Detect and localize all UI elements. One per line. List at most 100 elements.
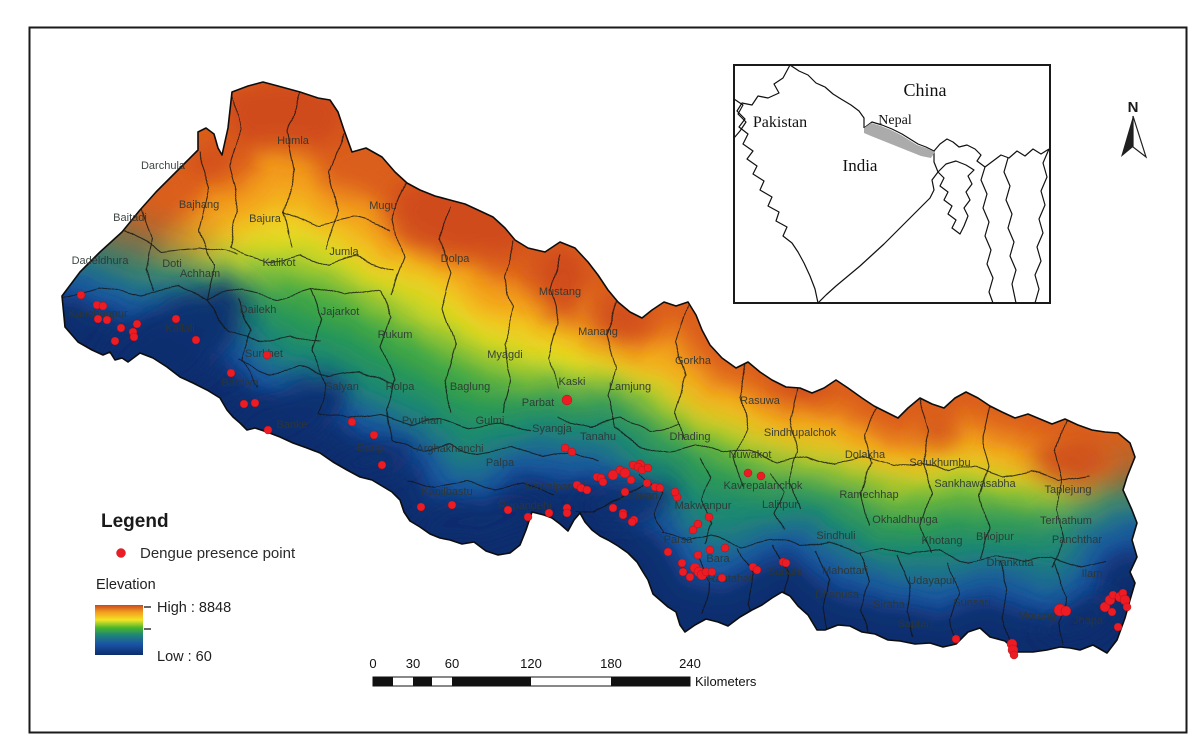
district-label-siraha: Siraha [873,599,906,611]
district-label-sarlahi: Sarlahi [768,566,802,578]
dengue-legend-dot [116,548,126,558]
inset-map: China Pakistan Nepal India [733,64,1051,304]
elevation-high-label: High : 8848 [157,600,231,616]
dengue-point [607,469,619,481]
district-label-saptari: Saptari [898,618,933,630]
inset-frame [733,64,1051,304]
dengue-point [369,430,379,440]
dengue-point [693,519,703,529]
dengue-point [756,471,766,481]
district-label-parsa: Parsa [664,534,694,546]
district-label-rukum: Rukum [378,329,413,341]
dengue-point [620,487,630,497]
district-label-tanahu: Tanahu [580,431,616,443]
dengue-point [116,323,126,333]
dengue-point [562,508,572,518]
dengue-point [619,467,631,479]
dengue-point [752,565,762,575]
dengue-point [677,558,687,568]
district-label-mugu: Mugu [369,200,397,212]
dengue-point [129,332,139,342]
district-label-sunsari: Sunsari [953,597,990,609]
dengue-point [688,525,698,535]
dengue-point [608,503,618,513]
district-label-kapilbastu: Kapilbastu [421,486,472,498]
north-arrow-left-half [1121,116,1133,157]
scale-tick-0: 0 [369,656,376,671]
inset-nepal-shape [864,123,935,158]
dengue-point [582,485,592,495]
north-arrow: N [1121,99,1148,159]
dengue-point [693,550,703,560]
scale-tick-180: 180 [600,656,622,671]
district-label-terhathum: Terhathum [1040,515,1092,527]
north-arrow-label: N [1128,99,1139,116]
district-label-baitadi: Baitadi [113,212,147,224]
dengue-point [717,573,727,583]
district-label-darchula: Darchula [141,160,186,172]
district-label-parbat: Parbat [522,397,554,409]
inset-country-outlines [733,64,1050,304]
dengue-point [707,567,717,577]
scale-unit-label: Kilometers [695,674,757,689]
map-frame [28,26,1188,734]
district-label-mahottari: Mahottari [822,565,868,577]
dengue-point [262,350,272,360]
district-label-bajura: Bajura [249,213,282,225]
dengue-point [743,468,753,478]
dengue-point [171,314,181,324]
district-label-bara: Bara [706,553,730,565]
district-label-udayapur: Udayapur [908,575,956,587]
district-label-ilam: Ilam [1082,568,1103,580]
dengue-point [447,500,457,510]
dengue-point [655,483,665,493]
dengue-point [670,487,680,497]
dengue-point [226,368,236,378]
district-label-achham: Achham [180,268,220,280]
district-label-okhaldhunga: Okhaldhunga [872,514,938,526]
district-label-gorkha: Gorkha [675,355,712,367]
dengue-point [561,394,573,406]
district-label-jhapa: Jhapa [1073,615,1104,627]
district-label-bajhang: Bajhang [179,199,219,211]
dengue-point [503,505,513,515]
district-label-dolpa: Dolpa [441,253,471,265]
dengue-point [1060,605,1072,617]
legend-title: Legend [101,511,169,532]
dengue-point [705,545,715,555]
legend: Legend Dengue presence point Elevation H… [95,511,296,665]
dengue-point [263,425,273,435]
dengue-point [678,567,688,577]
district-label-kalikot: Kalikot [262,257,295,269]
district-label-dhanusa: Dhanusa [815,589,860,601]
district-label-sindhupalchok: Sindhupalchok [764,427,837,439]
district-label-kaski: Kaski [559,376,586,388]
dengue-point [377,460,387,470]
district-label-rolpa: Rolpa [386,381,416,393]
dengue-point [618,510,628,520]
inset-label-pakistan: Pakistan [753,114,807,131]
dengue-point [110,336,120,346]
district-label-ramechhap: Ramechhap [839,489,898,501]
dengue-point [560,443,570,453]
district-label-arghakhanchi: Arghakhanchi [416,443,483,455]
north-arrow-right-half [1132,115,1148,159]
district-label-lamjung: Lamjung [609,381,651,393]
district-label-morang: Morang [1018,610,1055,622]
district-label-dadeldhura: Dadeldhura [72,255,130,267]
district-label-palpa: Palpa [486,457,515,469]
dengue-point [1122,602,1132,612]
dengue-point [642,478,652,488]
dengue-point [93,314,103,324]
district-label-jajarkot: Jajarkot [321,306,360,318]
district-label-panchthar: Panchthar [1052,534,1102,546]
district-label-bhojpur: Bhojpur [976,531,1014,543]
dengue-point [347,417,357,427]
dengue-point [523,512,533,522]
district-label-solukhumbu: Solukhumbu [909,457,970,469]
district-label-myagdi: Myagdi [487,349,522,361]
dengue-legend-label: Dengue presence point [140,545,296,562]
scale-tick-30: 30 [406,656,420,671]
dengue-point [567,447,577,457]
